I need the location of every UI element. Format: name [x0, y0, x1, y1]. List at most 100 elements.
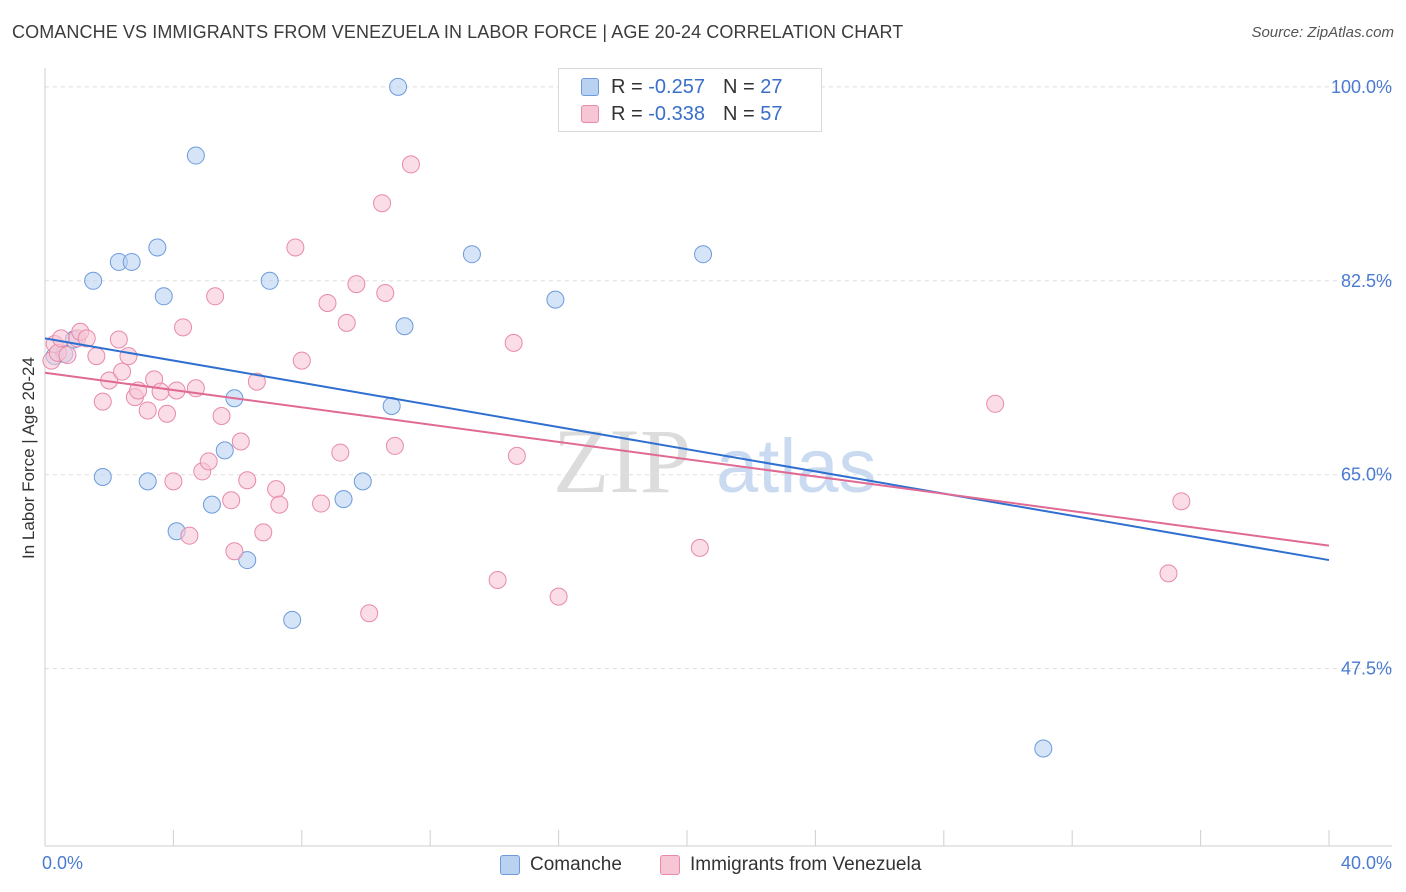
- venezuela-point: [225, 542, 244, 561]
- venezuela-point: [247, 372, 266, 391]
- legend-r-label: R =: [611, 102, 643, 125]
- venezuela-point: [151, 382, 170, 401]
- bottom-legend-venezuela: Immigrants from Venezuela: [660, 852, 921, 878]
- correlation-legend: R = -0.257 N = 27 R = -0.338 N = 57: [558, 68, 822, 132]
- comanche-point: [93, 467, 112, 486]
- venezuela-point: [157, 404, 176, 423]
- chart-title: COMANCHE VS IMMIGRANTS FROM VENEZUELA IN…: [12, 22, 904, 42]
- venezuela-point: [164, 472, 183, 491]
- comanche-point: [546, 290, 565, 309]
- legend-r-value: -0.338: [648, 102, 705, 125]
- venezuela-point: [254, 523, 273, 542]
- legend-r-value: -0.257: [648, 75, 705, 98]
- x-tick-label: 0.0%: [42, 853, 83, 873]
- points-layer: [42, 77, 1191, 758]
- venezuela-point: [373, 194, 392, 213]
- venezuela-point: [138, 401, 157, 420]
- y-tick-label: 100.0%: [1331, 77, 1392, 97]
- y-tick-label: 82.5%: [1341, 271, 1392, 291]
- venezuela-point: [113, 362, 132, 381]
- venezuela-point: [222, 491, 241, 510]
- venezuela-point: [1172, 492, 1191, 511]
- venezuela-point: [267, 480, 286, 499]
- venezuela-point: [119, 347, 138, 366]
- grid-layer: [45, 86, 1392, 670]
- venezuela-point: [376, 283, 395, 302]
- legend-n-label: N =: [722, 102, 755, 125]
- venezuela-point: [109, 330, 128, 349]
- venezuela-point: [504, 333, 523, 352]
- venezuela-point: [87, 347, 106, 366]
- comanche-point: [122, 252, 141, 271]
- bottom-legend-comanche: Comanche: [500, 852, 622, 878]
- axis-layer: [44, 68, 1392, 847]
- tick-labels: 47.5% 65.0% 82.5% 100.0% 0.0% 40.0%: [42, 77, 1392, 873]
- comanche-point: [283, 610, 302, 629]
- comanche-point: [154, 287, 173, 306]
- watermark-zip: ZIP: [553, 410, 691, 512]
- source-label: Source: ZipAtlas.com: [1251, 24, 1394, 41]
- legend-swatch-venezuela: [581, 105, 599, 123]
- legend-swatch-comanche: [581, 78, 599, 96]
- venezuela-point: [58, 346, 77, 365]
- trend-layer: [44, 337, 1330, 562]
- comanche-point: [260, 271, 279, 290]
- y-axis-label: In Labor Force | Age 20-24: [19, 357, 38, 559]
- comanche-trend-line: [44, 337, 1330, 562]
- comanche-point: [353, 472, 372, 491]
- venezuela-point: [318, 293, 337, 312]
- venezuela-point: [507, 446, 526, 465]
- bottom-legend-swatch-comanche: [500, 855, 520, 875]
- comanche-point: [1034, 739, 1053, 758]
- venezuela-point: [488, 571, 507, 590]
- venezuela-point: [77, 329, 96, 348]
- venezuela-point: [337, 313, 356, 332]
- legend-n-value: 57: [760, 102, 783, 125]
- legend-r-label: R =: [611, 75, 643, 98]
- legend-n-label: N =: [722, 75, 755, 98]
- venezuela-point: [292, 351, 311, 370]
- comanche-point: [202, 495, 221, 514]
- comanche-point: [138, 472, 157, 491]
- venezuela-point: [385, 436, 404, 455]
- comanche-point: [389, 77, 408, 96]
- venezuela-point: [286, 238, 305, 257]
- legend-row-venezuela: R = -0.338 N = 57: [581, 101, 782, 127]
- venezuela-point: [52, 329, 71, 348]
- venezuela-point: [238, 471, 257, 490]
- venezuela-point: [231, 432, 250, 451]
- comanche-point: [215, 441, 234, 460]
- comanche-point: [694, 245, 713, 264]
- venezuela-point: [206, 287, 225, 306]
- venezuela-trend-line: [44, 371, 1330, 547]
- venezuela-point: [270, 495, 289, 514]
- bottom-legend-label: Immigrants from Venezuela: [690, 854, 922, 875]
- x-tick-label: 40.0%: [1341, 853, 1392, 873]
- comanche-point: [84, 271, 103, 290]
- bottom-legend-swatch-venezuela: [660, 855, 680, 875]
- watermark: ZIP atlas: [553, 410, 877, 512]
- venezuela-point: [93, 392, 112, 411]
- venezuela-point: [212, 406, 231, 425]
- comanche-point: [395, 317, 414, 336]
- venezuela-point: [690, 538, 709, 557]
- venezuela-point: [180, 526, 199, 545]
- comanche-point: [334, 490, 353, 509]
- venezuela-point: [401, 155, 420, 174]
- y-tick-label: 65.0%: [1341, 465, 1392, 485]
- venezuela-point: [1159, 564, 1178, 583]
- venezuela-point: [331, 443, 350, 462]
- venezuela-point: [312, 494, 331, 513]
- bottom-legend-label: Comanche: [530, 854, 622, 875]
- venezuela-point: [174, 318, 193, 337]
- venezuela-point: [549, 587, 568, 606]
- comanche-point: [462, 245, 481, 264]
- comanche-point: [148, 238, 167, 257]
- venezuela-point: [986, 394, 1005, 413]
- legend-row-comanche: R = -0.257 N = 27: [581, 74, 782, 100]
- venezuela-point: [347, 275, 366, 294]
- venezuela-point: [360, 604, 379, 623]
- comanche-point: [238, 551, 257, 570]
- comanche-point: [186, 146, 205, 165]
